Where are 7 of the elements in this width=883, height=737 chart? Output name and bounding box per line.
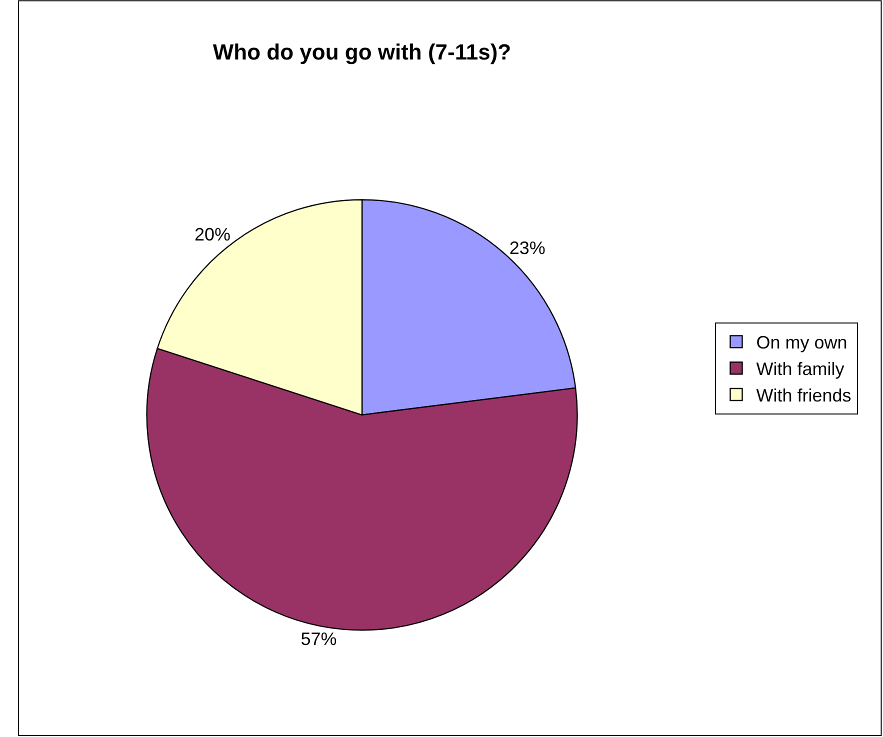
data-label: 23% [509,238,546,258]
chart-title: Who do you go with (7-11s)? [212,39,512,64]
legend-label: On my own [756,332,848,353]
data-label: 20% [194,224,231,244]
legend-label: With friends [756,386,852,406]
legend-label: With family [756,359,844,380]
data-label: 57% [300,629,337,650]
